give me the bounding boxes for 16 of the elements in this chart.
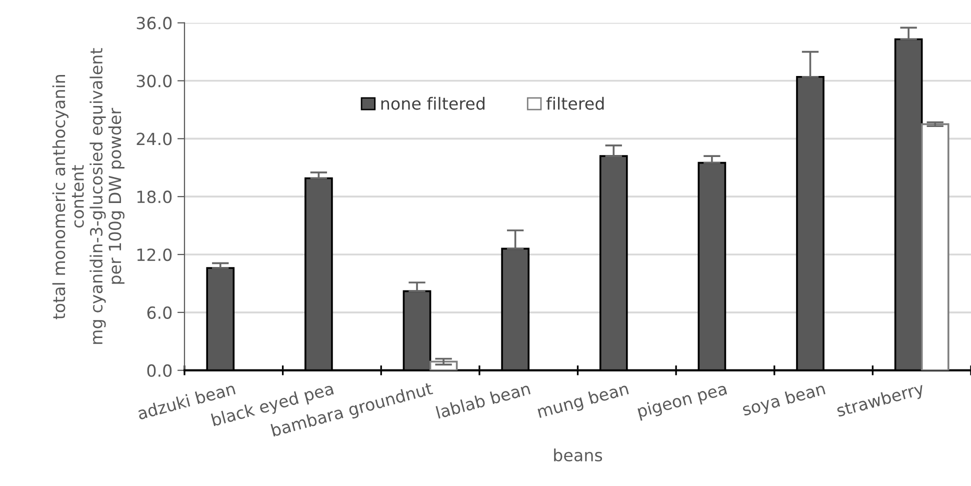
legend-label: filtered <box>546 96 604 110</box>
y-tick-label: 12.0 <box>137 248 172 262</box>
y-tick-label: 0.0 <box>147 364 172 377</box>
legend-label: none filtered <box>381 96 484 110</box>
x-axis-title: beans <box>554 448 602 462</box>
y-tick-label: 36.0 <box>136 16 172 30</box>
y-tick-label: 18.0 <box>137 190 172 204</box>
x-tick-label: pigeon pea <box>636 382 728 421</box>
y-tick-label: 24.0 <box>136 132 172 146</box>
x-tick-label: soya bean <box>741 382 826 420</box>
y-tick-label: 30.0 <box>136 74 172 88</box>
bar <box>920 123 950 370</box>
x-tick-label: lablab bean <box>436 382 531 419</box>
x-tick-label: mung bean <box>536 382 630 422</box>
y-axis-title: total monomeric anthocyanin content mg cyanidin-3-glucosied equivalent per 100g DW powder <box>52 48 124 344</box>
y-tick-label: 6.0 <box>147 306 172 319</box>
